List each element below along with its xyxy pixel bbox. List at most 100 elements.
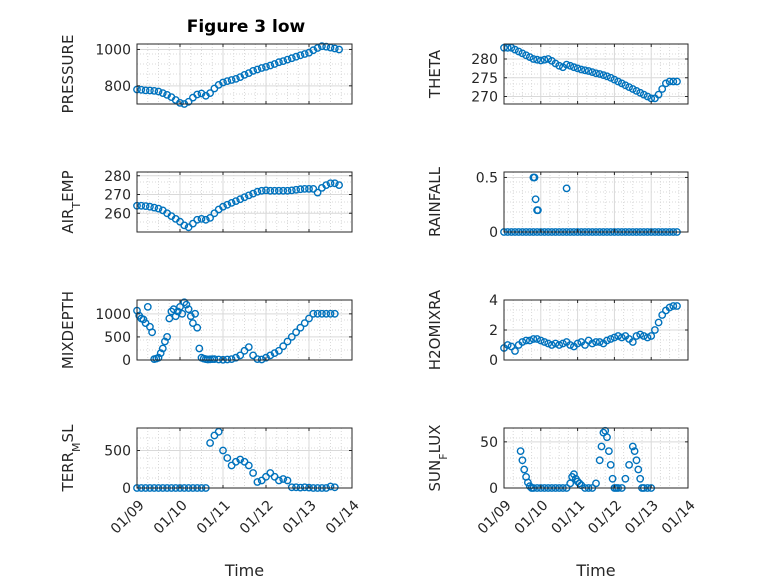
data-point [210, 209, 219, 218]
data-point [150, 203, 159, 212]
data-point [201, 215, 210, 224]
data-point [292, 52, 300, 61]
x-tick-label: 01/11 [194, 497, 234, 537]
data-point [606, 73, 615, 82]
data-point [266, 61, 275, 70]
data-point [219, 446, 227, 455]
x-tick-label: 01/13 [622, 497, 662, 537]
y-tick-label: 50 [480, 435, 498, 451]
data-point [287, 54, 296, 63]
y-axis-label: AIRTEMP [59, 170, 83, 233]
data-point [154, 353, 163, 362]
subplot-grid: 800 1000 PRESSURE 270 275 280 THETA 260 270 280 AI… [59, 35, 699, 580]
data-point [244, 191, 253, 200]
data-point [514, 47, 523, 56]
data-point [309, 309, 318, 318]
data-point [193, 323, 202, 332]
data-point [262, 63, 270, 71]
data-point [330, 309, 339, 318]
data-point [665, 303, 674, 312]
data-point [270, 186, 279, 195]
data-point [555, 61, 564, 70]
y-tick-label: 500 [104, 330, 131, 346]
y-axis-label: TERRMSL [59, 424, 83, 493]
data-point [283, 337, 292, 346]
x-tick-label: 01/14 [659, 497, 699, 537]
subplot-3: 260 270 280 AIRTEMP [59, 169, 353, 234]
x-tick-label: 01/12 [585, 497, 625, 537]
data-point [581, 66, 589, 75]
y-axis-label: H2OMIXRA [426, 289, 444, 370]
data-point [603, 433, 611, 442]
data-point [313, 44, 322, 52]
data-point [518, 338, 527, 346]
data-point [283, 186, 292, 195]
y-tick-label: 0 [489, 481, 498, 497]
data-point [266, 469, 275, 477]
data-point [279, 342, 288, 351]
data-point [206, 439, 215, 447]
data-point [516, 447, 525, 455]
series-markers [133, 42, 343, 108]
data-point [643, 333, 652, 342]
figure-title: Figure 3 low [187, 17, 306, 37]
data-point [137, 85, 146, 94]
data-point [266, 186, 275, 195]
subplot-1: 800 1000 PRESSURE [59, 35, 353, 113]
y-tick-label: 1000 [95, 42, 131, 58]
data-point [529, 335, 538, 343]
x-axis-label: Time [575, 561, 615, 580]
data-point [643, 92, 652, 101]
y-tick-label: 280 [104, 169, 131, 185]
data-point [180, 298, 189, 307]
data-point [647, 332, 656, 340]
data-point [584, 67, 593, 75]
data-point [322, 181, 331, 190]
data-point [223, 200, 232, 209]
data-point [182, 300, 191, 309]
data-point [540, 55, 549, 64]
data-point [154, 204, 163, 213]
y-tick-label: 0.5 [476, 170, 498, 186]
data-point [614, 77, 622, 86]
data-point [625, 460, 633, 469]
data-point [184, 97, 193, 106]
y-axis-label: RAINFALL [426, 166, 444, 237]
data-point [669, 302, 678, 310]
y-axis-label: MIXDEPTH [59, 291, 77, 369]
data-point [606, 335, 615, 343]
data-point [240, 193, 249, 202]
data-point [634, 465, 643, 474]
data-point [231, 197, 240, 206]
data-point [257, 64, 266, 72]
data-point [141, 86, 150, 95]
data-point [279, 475, 288, 483]
data-point [658, 311, 667, 319]
data-point [274, 476, 283, 485]
data-point [270, 60, 279, 68]
data-point [673, 302, 681, 310]
data-point [227, 198, 236, 207]
data-point [145, 86, 154, 95]
data-point [231, 353, 240, 362]
data-point [326, 309, 335, 318]
data-point [628, 338, 637, 346]
data-point [262, 472, 270, 481]
axes-box [503, 427, 689, 489]
data-point [628, 442, 637, 451]
data-point [518, 49, 527, 58]
data-point [665, 77, 674, 86]
data-point [305, 314, 313, 323]
data-point [206, 89, 215, 98]
data-point [191, 309, 200, 318]
data-point [283, 476, 292, 485]
data-point [511, 347, 519, 355]
data-point [326, 179, 335, 188]
data-point [540, 338, 549, 346]
data-point [296, 185, 305, 194]
data-point [169, 305, 178, 314]
data-point [522, 51, 530, 60]
data-point [193, 215, 202, 224]
data-point [165, 314, 174, 323]
data-point [592, 479, 600, 488]
